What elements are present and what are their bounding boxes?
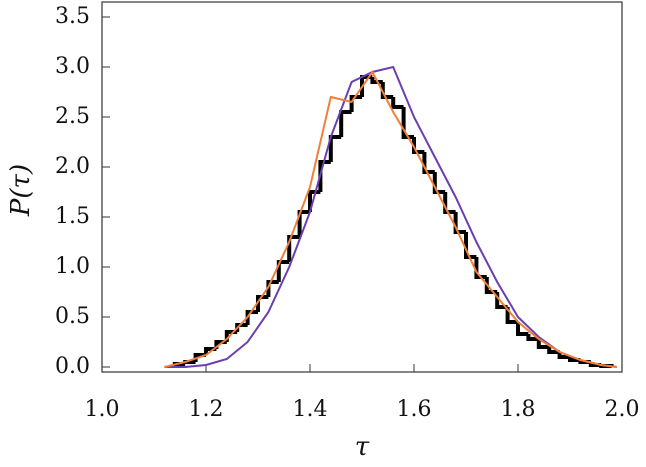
- x-tick-label: 1.2: [189, 397, 224, 422]
- plot-frame: [101, 1, 623, 373]
- histogram-step: [328, 135, 342, 162]
- histogram-step: [266, 280, 279, 297]
- y-tick-label: 0.0: [55, 354, 90, 379]
- y-tick-label: 3.5: [55, 4, 90, 29]
- histogram-step: [547, 347, 560, 354]
- histogram-step: [380, 82, 394, 99]
- histogram-step: [287, 235, 300, 262]
- histogram-step: [505, 307, 518, 324]
- histogram-step: [349, 95, 362, 112]
- histogram-step: [464, 232, 477, 259]
- line-series: [164, 70, 617, 368]
- histogram-step: [370, 77, 383, 84]
- y-tick-label: 3.0: [55, 54, 90, 79]
- histogram-step: [401, 107, 414, 139]
- histogram-step: [422, 152, 435, 174]
- x-tick-label: 1.4: [293, 397, 328, 422]
- histogram-step: [432, 172, 446, 194]
- y-tick-label: 1.5: [55, 204, 90, 229]
- histogram-step: [256, 295, 269, 312]
- histogram-step: [235, 323, 248, 332]
- x-tick-label: 2.0: [605, 397, 640, 422]
- y-tick-label: 0.5: [55, 304, 90, 329]
- histogram-step: [516, 322, 529, 336]
- histogram-step: [526, 334, 539, 341]
- histogram-step: [276, 260, 290, 282]
- histogram-step: [391, 97, 404, 109]
- histogram-step: [245, 310, 258, 325]
- histogram-step: [318, 160, 331, 192]
- x-axis-label: τ: [355, 432, 370, 462]
- histogram-step: [193, 353, 206, 362]
- y-axis-label: P(τ): [6, 164, 36, 217]
- histogram-step: [443, 192, 456, 214]
- y-tick-label: 1.0: [55, 254, 90, 279]
- histogram-step: [536, 339, 550, 349]
- y-tick-label: 2.5: [55, 104, 90, 129]
- x-tick-label: 1.8: [501, 397, 536, 422]
- y-tick-label: 2.0: [55, 154, 90, 179]
- line-series: [164, 65, 617, 368]
- histogram-step: [568, 357, 581, 362]
- x-tick-label: 1.0: [85, 397, 120, 422]
- histogram-step: [453, 212, 466, 234]
- x-tick-label: 1.6: [397, 397, 432, 422]
- histogram-step: [474, 257, 487, 279]
- histogram-step: [308, 190, 321, 212]
- histogram-step: [557, 352, 570, 359]
- histogram-step: [339, 110, 352, 137]
- histogram-step: [412, 137, 425, 154]
